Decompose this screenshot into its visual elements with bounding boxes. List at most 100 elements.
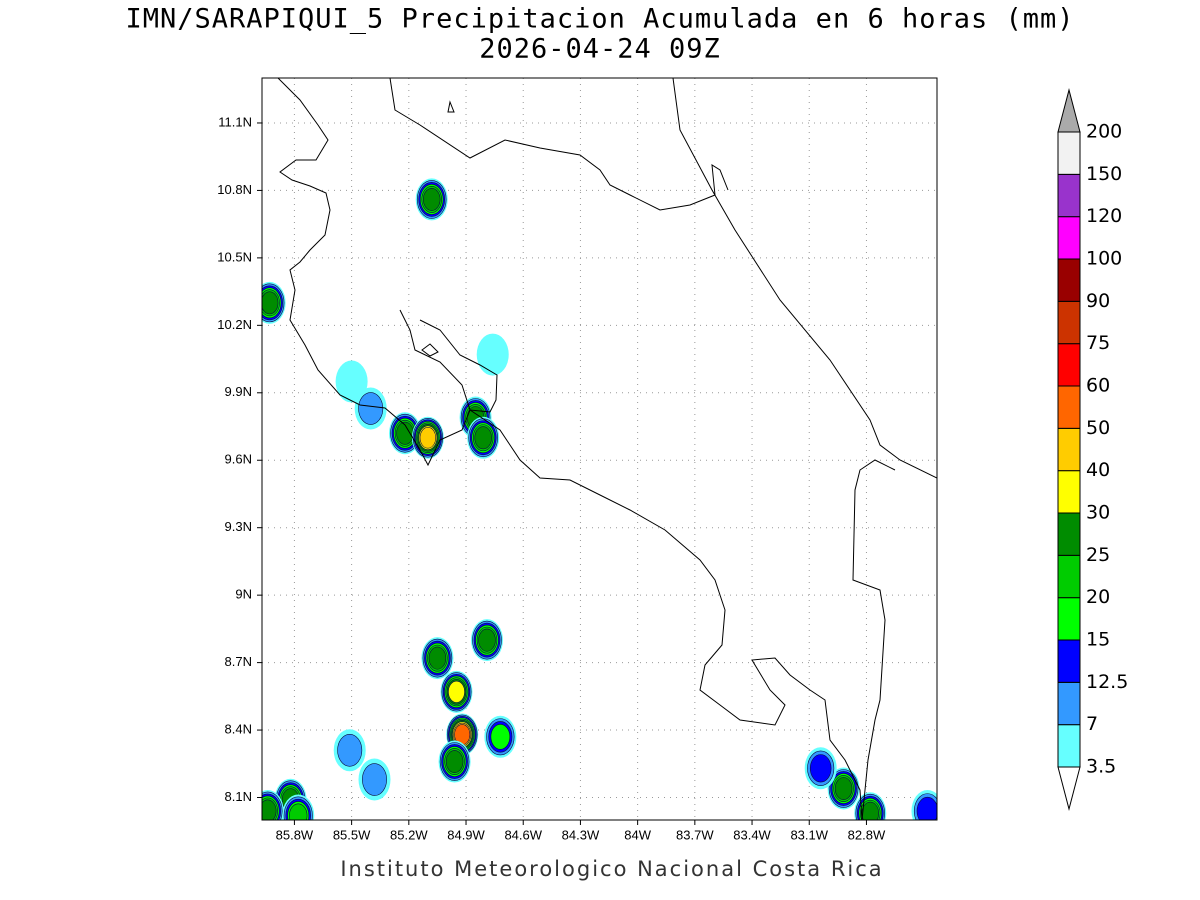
rain-cell: [446, 713, 479, 756]
y-tick-label: 10.5N: [217, 249, 252, 264]
rain-contour: [474, 426, 492, 450]
colorbar-label: 50: [1086, 417, 1110, 439]
x-tick-label: 85.2W: [390, 827, 428, 842]
rain-contour: [358, 392, 384, 425]
y-tick-label: 9.3N: [225, 519, 252, 534]
rain-contour: [834, 777, 853, 800]
coastline: [672, 78, 937, 479]
y-tick-label: 8.4N: [225, 721, 252, 736]
colorbar-bin: [1057, 724, 1081, 768]
x-tick-label: 84.3W: [562, 827, 600, 842]
rain-cell: [389, 412, 422, 455]
colorbar-label: 75: [1086, 332, 1110, 354]
rain-cell: [415, 178, 448, 221]
rain-contour: [262, 799, 277, 820]
precipitation: [262, 178, 937, 820]
colorbar-bin: [1057, 512, 1081, 556]
island: [447, 100, 455, 113]
colorbar-bin: [1057, 470, 1081, 514]
rain-cell: [467, 416, 500, 459]
rain-contour: [419, 427, 437, 449]
colorbar-label: 90: [1086, 290, 1110, 312]
x-tick-label: 85.8W: [276, 827, 314, 842]
rain-cell: [471, 619, 503, 662]
colorbar-label: 7: [1086, 713, 1098, 735]
rain-cell: [411, 416, 444, 459]
coastlines: [277, 78, 937, 820]
colorbar-label: 120: [1086, 205, 1122, 227]
rain-cell: [484, 715, 517, 758]
rain-contour: [861, 801, 879, 820]
x-tick-label: 84.9W: [447, 827, 485, 842]
rain-contour: [445, 750, 464, 773]
colorbar-bin: [1057, 216, 1081, 260]
rain-cell: [333, 729, 366, 772]
colorbar-label: 25: [1086, 544, 1110, 566]
rain-cell: [354, 387, 387, 430]
rain-contour: [362, 763, 387, 796]
rain-cell: [262, 281, 286, 324]
y-tick-label: 11.1N: [218, 114, 252, 129]
rain-cell: [804, 747, 837, 790]
rain-contour: [490, 723, 511, 750]
rain-contour: [809, 754, 832, 783]
plot-frame: [261, 77, 938, 821]
rain-cell: [476, 333, 509, 376]
colorbar-bin: [1057, 258, 1081, 302]
border: [852, 459, 896, 820]
colorbar-label: 20: [1086, 586, 1110, 608]
colorbar-label: 15: [1086, 629, 1110, 651]
border: [389, 78, 729, 211]
colorbar-bin: [1057, 597, 1081, 641]
y-tick-label: 8.7N: [225, 654, 252, 669]
colorbar-label: 200: [1086, 121, 1122, 143]
colorbar: 3.5 7 12.5 15 20 25 30 40 50 60 75 90 100 120 150 200: [1057, 88, 1128, 811]
colorbar-label: 100: [1086, 248, 1122, 270]
colorbar-bin: [1057, 131, 1081, 175]
rain-contour: [476, 333, 509, 376]
colorbar-label: 30: [1086, 502, 1110, 524]
coastline: [419, 319, 498, 413]
rain-contour: [428, 646, 447, 670]
colorbar-above: [1057, 88, 1081, 133]
rain-contour: [422, 187, 441, 211]
colorbar-label: 150: [1086, 163, 1122, 185]
colorbar-bin: [1057, 554, 1081, 599]
coastline: [399, 309, 471, 411]
rain-contour: [337, 733, 363, 767]
rain-cell: [440, 670, 473, 713]
rain-cell: [438, 740, 471, 783]
x-tick-label: 84.6W: [504, 827, 542, 842]
colorbar-bin: [1057, 173, 1081, 218]
rain-contour: [448, 680, 465, 703]
y-tick-label: 9.6N: [225, 452, 252, 467]
colorbar-bin: [1057, 343, 1081, 387]
colorbar-bin: [1057, 639, 1081, 683]
rain-cell: [262, 790, 284, 820]
x-tick-label: 83.1W: [790, 827, 828, 842]
map-title: IMN/SARAPIQUI_5 Precipitacion Acumulada …: [125, 4, 1074, 35]
colorbar-label: 12.5: [1086, 671, 1128, 693]
colorbar-bin: [1057, 681, 1081, 726]
x-tick-label: 85.5W: [333, 827, 371, 842]
rain-contour: [262, 291, 279, 315]
colorbar-bin: [1057, 300, 1081, 345]
colorbar-label: 60: [1086, 375, 1110, 397]
rain-cell: [282, 794, 315, 820]
grid: [262, 78, 937, 820]
rain-cell: [854, 792, 887, 820]
y-tick-label: 8.1N: [225, 789, 252, 804]
rain-cell: [335, 360, 368, 403]
coastline: [421, 343, 439, 357]
rain-contour: [478, 628, 496, 652]
y-tick-label: 10.8N: [217, 182, 252, 197]
rain-contour: [289, 803, 308, 820]
footer: Instituto Meteorologico Nacional Costa R…: [340, 857, 883, 881]
y-tick-label: 9.9N: [225, 384, 252, 399]
colorbar-bin: [1057, 427, 1081, 472]
coastline: [277, 78, 863, 820]
colorbar-label: 3.5: [1086, 756, 1116, 778]
colorbar-bin: [1057, 385, 1081, 429]
colorbar-label: 40: [1086, 459, 1110, 481]
